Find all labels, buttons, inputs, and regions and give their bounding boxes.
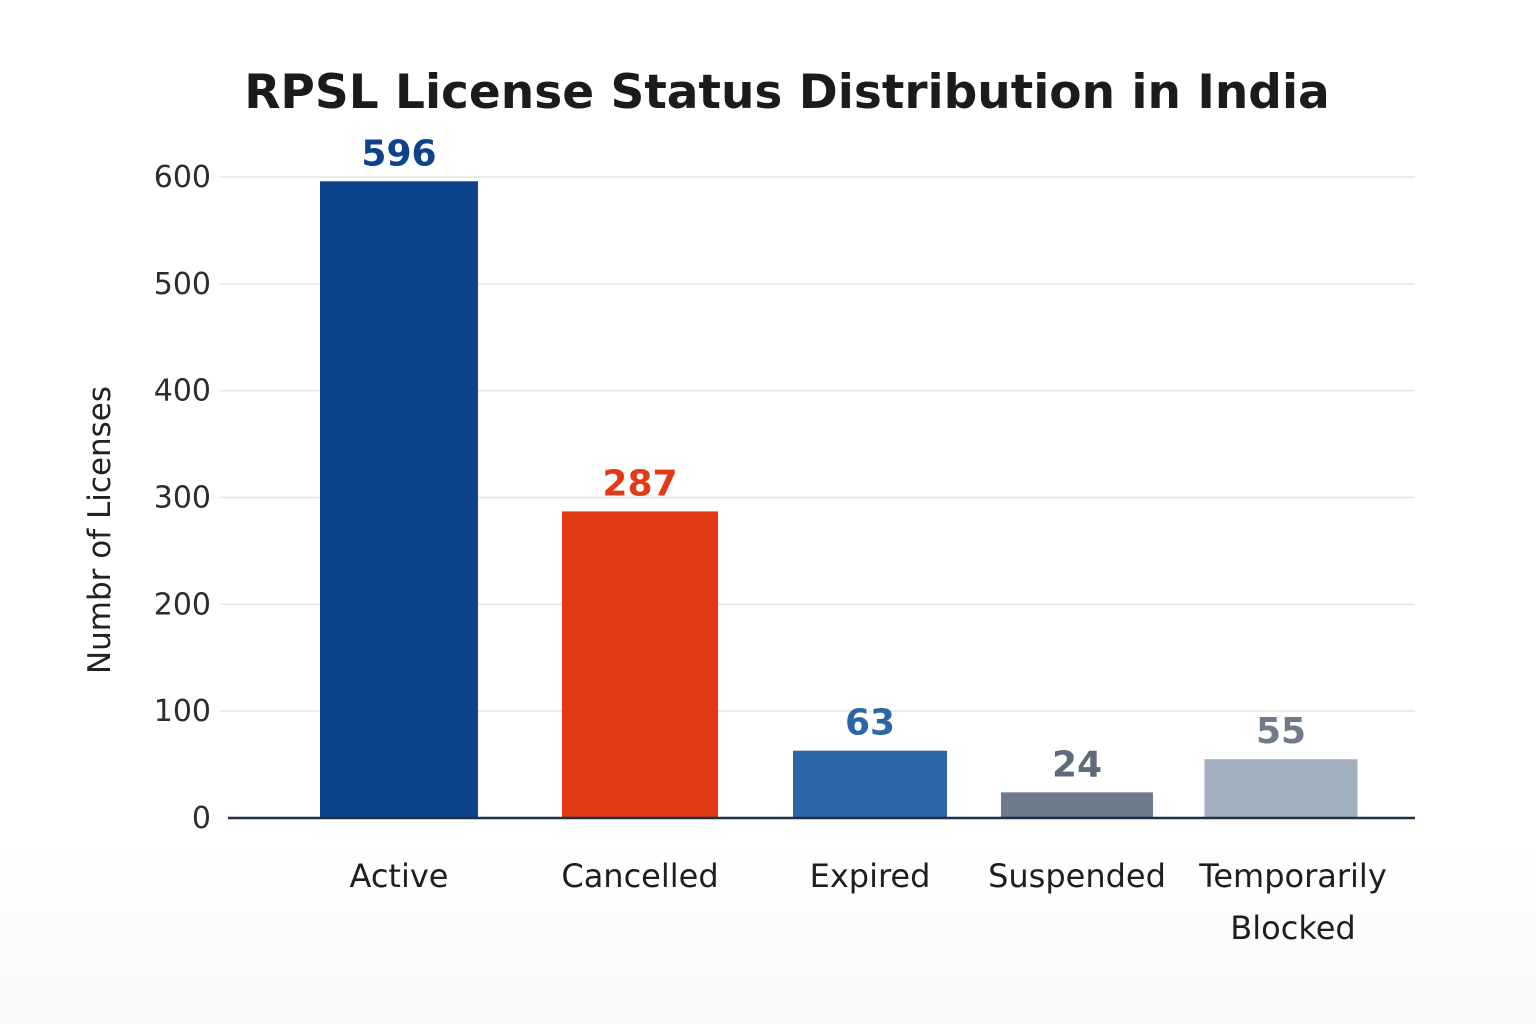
y-tick-label: 200 [154, 587, 211, 622]
value-label: 287 [602, 463, 677, 504]
bar-cancelled [562, 511, 718, 818]
value-label: 596 [361, 133, 436, 174]
y-tick-label: 500 [154, 267, 211, 302]
bar-expired [793, 750, 947, 818]
bar-active [320, 181, 478, 819]
y-tick-label: 400 [154, 374, 211, 409]
x-category-label: Temporarily [1198, 857, 1387, 895]
y-tick-label: 300 [154, 481, 211, 516]
x-axis-categories: Active Cancelled Expired Suspended Temporari… [350, 857, 1387, 947]
bar-temporarily-blocked [1204, 759, 1358, 818]
value-label: 63 [845, 703, 895, 744]
value-label: 55 [1256, 711, 1306, 752]
bar-suspended [1001, 792, 1153, 818]
y-axis-ticks: 0 100 200 300 400 500 600 [154, 160, 211, 836]
y-tick-label: 100 [154, 694, 211, 729]
x-category-label: Active [350, 857, 449, 895]
x-category-label: Blocked [1230, 909, 1355, 947]
y-tick-label: 0 [192, 801, 211, 836]
x-category-label: Expired [810, 857, 931, 895]
y-tick-label: 600 [154, 160, 211, 195]
value-labels: 596 287 63 24 55 [361, 133, 1306, 785]
bars [320, 181, 1358, 819]
chart-title: RPSL License Status Distribution in Indi… [244, 65, 1330, 120]
y-axis-title: Numbr of Licenses [82, 386, 118, 674]
x-category-label: Suspended [988, 857, 1166, 895]
x-category-label: Cancelled [561, 857, 718, 895]
value-label: 24 [1052, 744, 1102, 785]
